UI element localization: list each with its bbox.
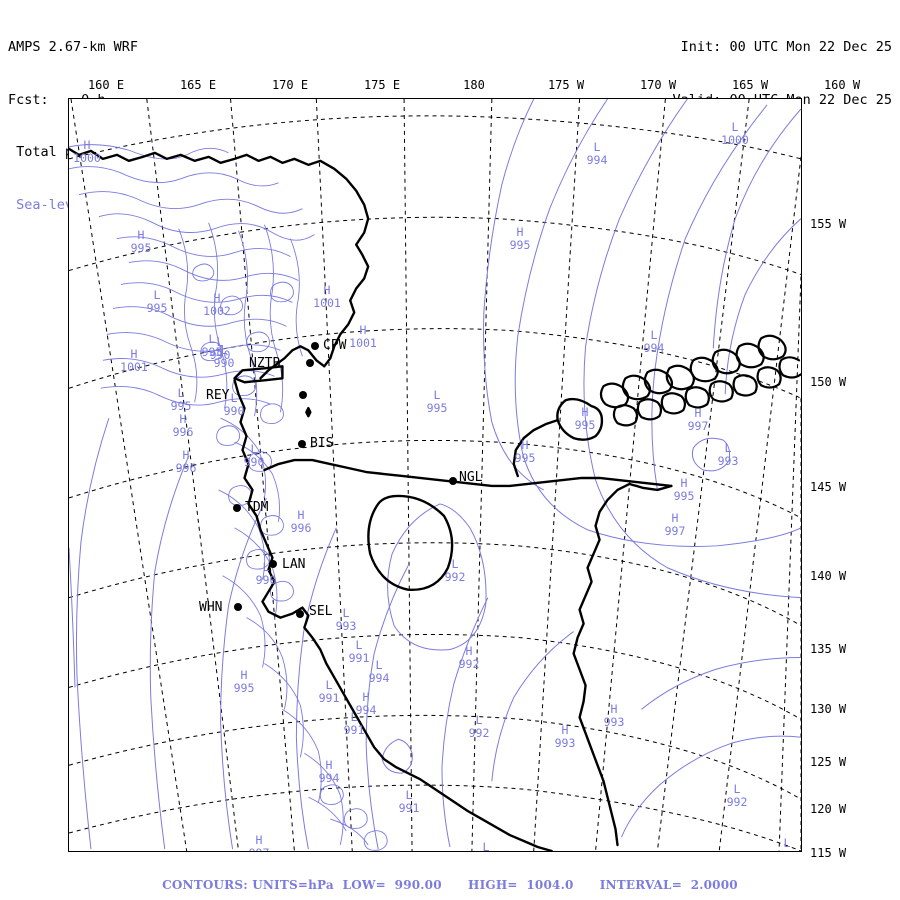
latitude-tick: 115 W xyxy=(810,846,847,860)
pressure-extremum-type: L xyxy=(428,851,435,852)
latitude-tick: 140 W xyxy=(810,569,847,583)
latitude-tick: 155 W xyxy=(810,217,847,231)
latitude-axis: 155 W 150 W 145 W 140 W 135 W 130 W 125 W 120 W… xyxy=(810,98,898,860)
latitude-tick: 145 W xyxy=(810,480,847,494)
contour-legend: CONTOURS: UNITS=hPa LOW= 990.00 HIGH= 10… xyxy=(162,878,738,892)
coastline xyxy=(69,147,801,851)
longitude-tick: 165 E xyxy=(179,78,217,92)
longitude-tick: 180 xyxy=(463,78,485,92)
latitude-tick: 130 W xyxy=(810,702,847,716)
longitude-tick: 175 W xyxy=(547,78,585,92)
init-time: Init: 00 UTC Mon 22 Dec 25 xyxy=(680,39,892,55)
station-marker-dot[interactable] xyxy=(296,610,304,618)
valid-time: Valid: 00 UTC Mon 22 Dec 25 xyxy=(673,91,892,108)
station-marker-dot[interactable] xyxy=(233,504,241,512)
station-marker-dot[interactable] xyxy=(234,603,242,611)
latitude-tick: 135 W xyxy=(810,642,847,656)
latitude-tick: 150 W xyxy=(810,375,847,389)
map-panel[interactable]: H 1000 H 1002 H 1001 H 1001 L 995 L 995 L 990 H 1001 L 99… xyxy=(68,98,802,852)
longitude-tick: 160 W xyxy=(823,78,861,92)
meridian-lines xyxy=(70,99,801,851)
map-graphic xyxy=(69,99,801,851)
longitude-axis: 160 E 165 E 170 E 175 E 180 175 W 170 W 165 W 16… xyxy=(68,78,860,94)
longitude-tick: 175 E xyxy=(363,78,401,92)
station-marker-dot[interactable] xyxy=(299,391,307,399)
header-right-block: Init: 00 UTC Mon 22 Dec 25 Valid: 00 UTC… xyxy=(673,4,892,127)
station-marker-dot[interactable] xyxy=(449,477,457,485)
longitude-tick: 170 E xyxy=(271,78,309,92)
station-marker-dot[interactable] xyxy=(298,440,306,448)
longitude-tick: 165 W xyxy=(731,78,769,92)
pressure-contours xyxy=(69,99,801,851)
station-marker-dot[interactable] xyxy=(306,359,314,367)
latitude-tick: 120 W xyxy=(810,802,847,816)
model-title: AMPS 2.67-km WRF xyxy=(8,39,139,55)
latitude-tick: 125 W xyxy=(810,755,847,769)
longitude-tick: 160 E xyxy=(87,78,125,92)
longitude-tick: 170 W xyxy=(639,78,677,92)
station-marker-dot[interactable] xyxy=(311,342,319,350)
station-marker-dot[interactable] xyxy=(269,560,277,568)
